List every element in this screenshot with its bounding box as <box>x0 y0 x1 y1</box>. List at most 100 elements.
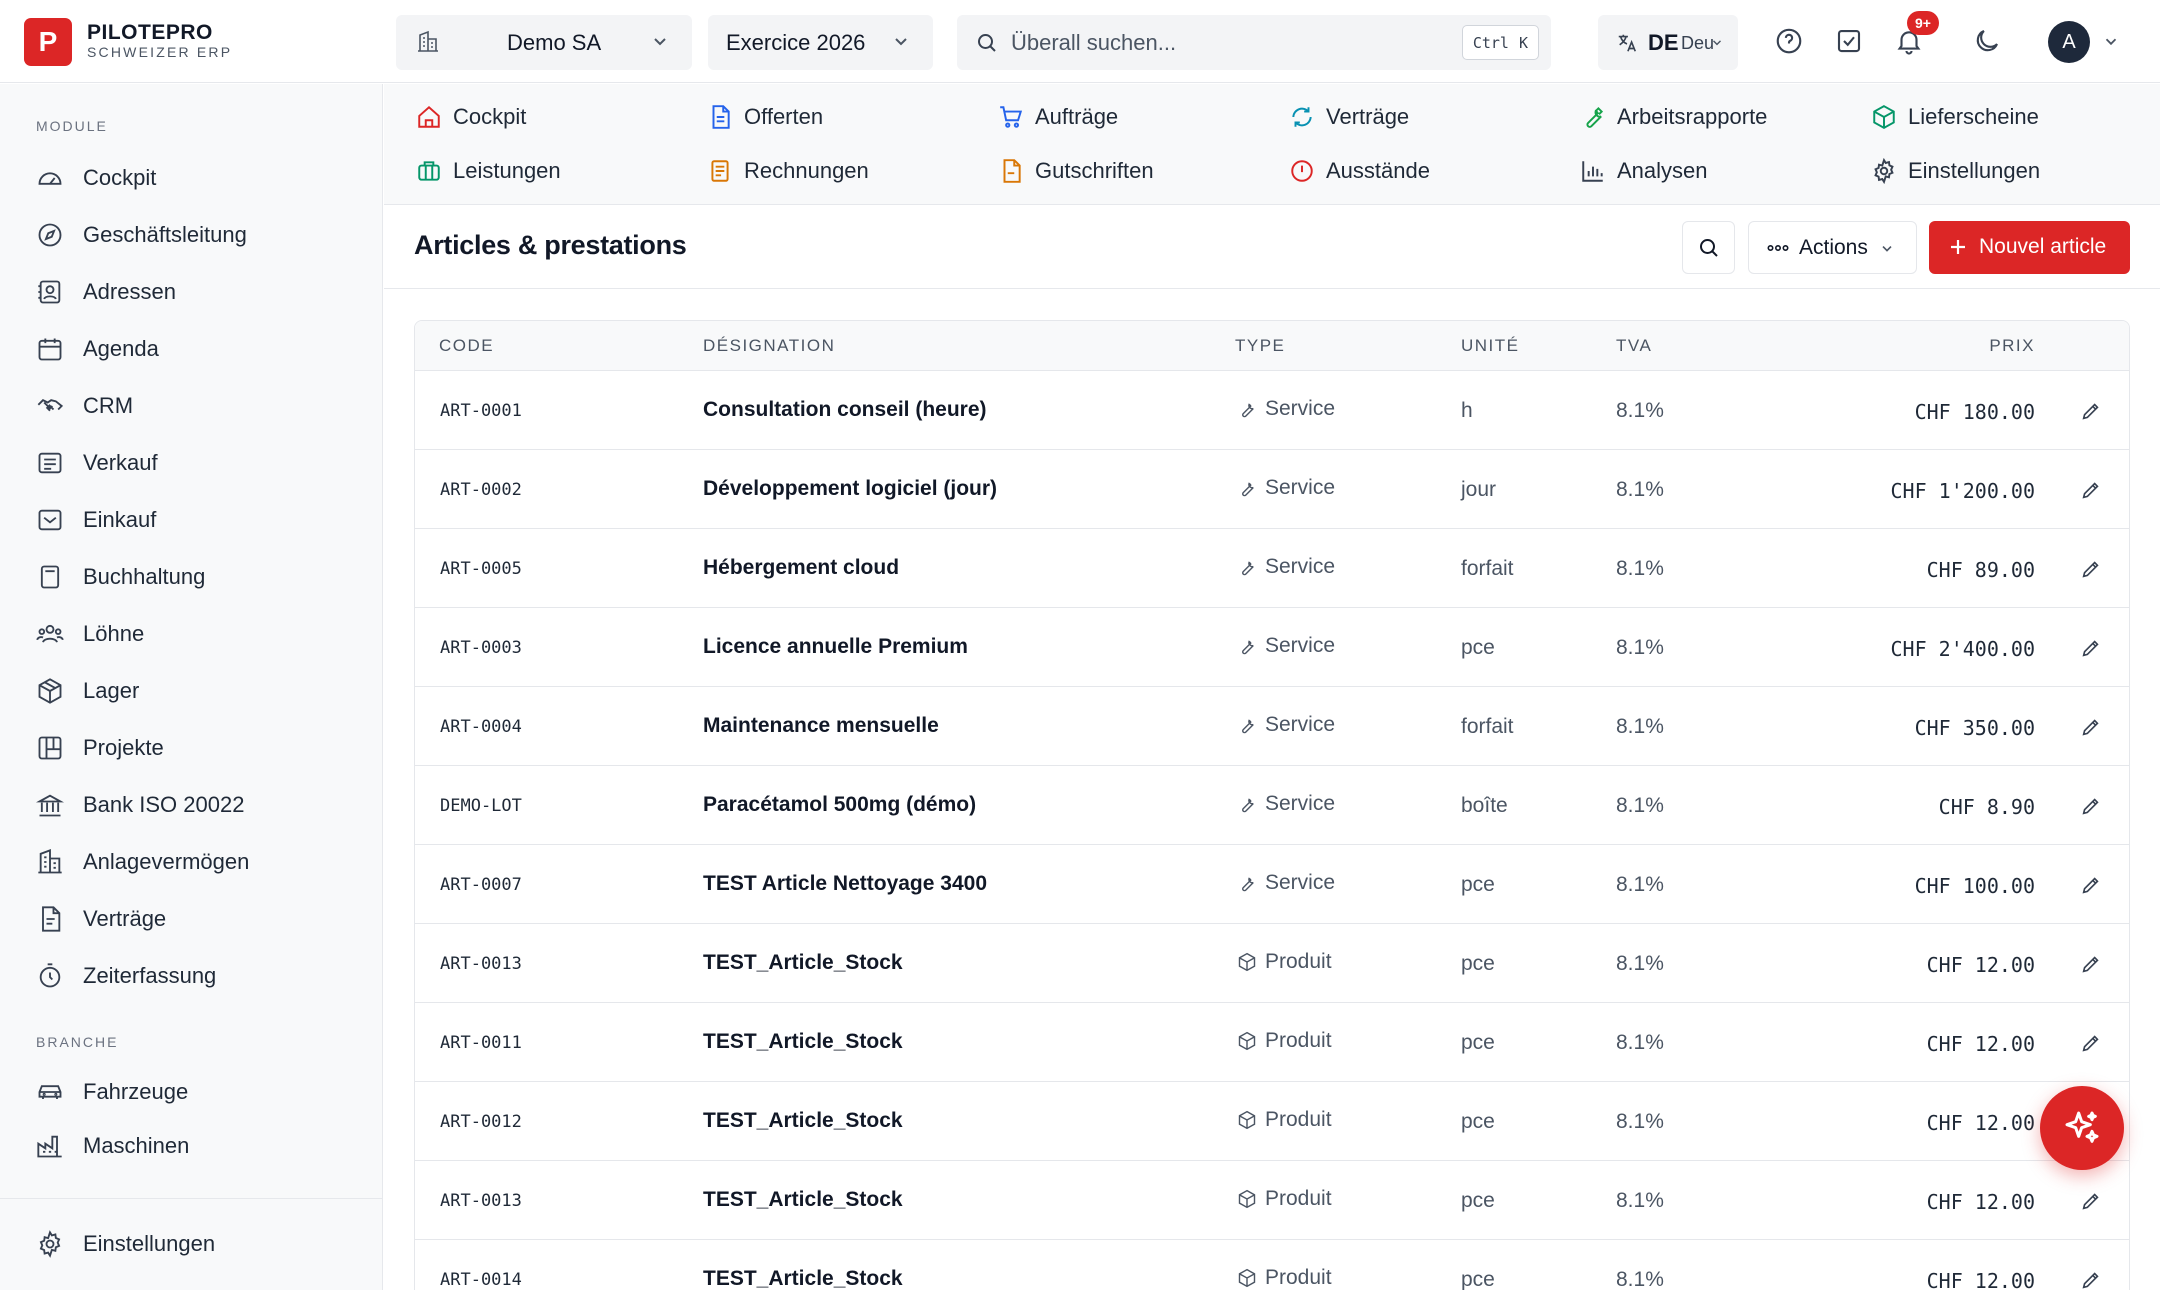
sidebar-item-adressen[interactable]: Adressen <box>0 266 382 318</box>
sidebar-item-projekte[interactable]: Projekte <box>0 722 382 774</box>
sidebar-item-vertraege[interactable]: Verträge <box>0 893 382 945</box>
actions-button[interactable]: Actions <box>1748 221 1917 274</box>
language-selector[interactable]: DE Deutsch <box>1598 15 1738 70</box>
article-tva: 8.1% <box>1616 1110 1664 1133</box>
column-header-unit[interactable]: UNITÉ <box>1461 336 1520 355</box>
pencil-icon[interactable] <box>2080 874 2102 896</box>
pencil-icon[interactable] <box>2080 953 2102 975</box>
handshake-icon <box>37 399 64 412</box>
sidebar-item-label: Geschäftsleitung <box>83 222 247 247</box>
sidebar-item-geschaeftsleitung[interactable]: Geschäftsleitung <box>0 209 382 261</box>
pencil-icon[interactable] <box>2080 716 2102 738</box>
table-row[interactable]: ART-0012 TEST_Article_Stock Produit pce 8.1%… <box>415 1082 2129 1161</box>
sidebar-item-label: Buchhaltung <box>83 564 206 589</box>
article-tva: 8.1% <box>1616 399 1664 422</box>
module-label: Einstellungen <box>1908 158 2041 183</box>
sidebar-item-loehne[interactable]: Löhne <box>0 608 382 660</box>
moon-icon[interactable] <box>1972 26 2002 56</box>
sidebar-item-buchhaltung[interactable]: Buchhaltung <box>0 551 382 603</box>
sidebar-item-anlagevermoegen[interactable]: Anlagevermögen <box>0 836 382 888</box>
module-arbeitsrapporte[interactable]: Arbeitsrapporte <box>1580 97 1767 137</box>
help-icon[interactable] <box>1774 26 1804 56</box>
table-row[interactable]: ART-0013 TEST_Article_Stock Produit pce 8.1%… <box>415 924 2129 1003</box>
module-rechnungen[interactable]: Rechnungen <box>707 151 869 191</box>
module-cockpit[interactable]: Cockpit <box>416 97 526 137</box>
sidebar-item-cockpit[interactable]: Cockpit <box>0 152 382 204</box>
article-code: ART-0003 <box>440 638 522 658</box>
sidebar-item-agenda[interactable]: Agenda <box>0 323 382 375</box>
sidebar-item-verkauf[interactable]: Verkauf <box>0 437 382 489</box>
module-analysen[interactable]: Analysen <box>1580 151 1708 191</box>
module-vertraege[interactable]: Verträge <box>1289 97 1409 137</box>
chevron-down-icon[interactable] <box>2102 33 2120 51</box>
table-row[interactable]: ART-0011 TEST_Article_Stock Produit pce 8.1%… <box>415 1003 2129 1082</box>
document-icon <box>712 105 730 129</box>
user-avatar[interactable]: A <box>2048 21 2090 63</box>
table-row[interactable]: ART-0014 TEST_Article_Stock Produit pce 8.1%… <box>415 1240 2129 1290</box>
pencil-icon[interactable] <box>2080 1032 2102 1054</box>
module-lieferscheine[interactable]: Lieferscheine <box>1871 97 2039 137</box>
package-icon <box>38 678 62 704</box>
pencil-icon[interactable] <box>2080 1190 2102 1212</box>
new-article-button[interactable]: Nouvel article <box>1929 221 2130 274</box>
sidebar-item-label: Löhne <box>83 621 145 646</box>
sidebar-item-einstellungen[interactable]: Einstellungen <box>0 1218 382 1270</box>
module-einstellungen[interactable]: Einstellungen <box>1871 151 2040 191</box>
article-tva: 8.1% <box>1616 794 1664 817</box>
brand-subtitle: SCHWEIZER ERP <box>87 44 233 60</box>
box-icon <box>1238 1031 1256 1051</box>
search-shortcut: Ctrl K <box>1461 25 1539 60</box>
company-selector[interactable]: Demo SA <box>396 15 692 70</box>
table-row[interactable]: ART-0001 Consultation conseil (heure) Serv… <box>415 371 2129 450</box>
tasks-icon[interactable] <box>1834 26 1864 56</box>
pencil-icon[interactable] <box>2080 400 2102 422</box>
article-price: CHF 350.00 <box>1914 716 2035 740</box>
module-offerten[interactable]: Offerten <box>707 97 823 137</box>
article-designation: Paracétamol 500mg (démo) <box>703 793 977 816</box>
sidebar-item-zeiterfassung[interactable]: Zeiterfassung <box>0 950 382 1002</box>
article-unit: jour <box>1461 478 1497 501</box>
global-search[interactable]: Überall suchen... Ctrl K <box>957 15 1551 70</box>
module-ausstaende[interactable]: Ausstände <box>1289 151 1430 191</box>
fiscal-year-selector[interactable]: Exercice 2026 <box>708 15 933 70</box>
table-search-button[interactable] <box>1682 221 1735 274</box>
module-gutschriften[interactable]: Gutschriften <box>998 151 1154 191</box>
sidebar-item-maschinen[interactable]: Maschinen <box>0 1120 382 1172</box>
column-header-tva[interactable]: TVA <box>1616 336 1653 355</box>
module-auftraege[interactable]: Aufträge <box>998 97 1118 137</box>
column-header-code[interactable]: CODE <box>439 336 495 355</box>
pencil-icon[interactable] <box>2080 795 2102 817</box>
sidebar-item-einkauf[interactable]: Einkauf <box>0 494 382 546</box>
table-row[interactable]: ART-0007 TEST Article Nettoyage 3400 Servi… <box>415 845 2129 924</box>
article-unit: pce <box>1461 1110 1495 1133</box>
article-type: Produit <box>1237 1029 1332 1053</box>
ai-assistant-button[interactable] <box>2040 1086 2124 1170</box>
column-header-type[interactable]: TYPE <box>1235 336 1286 355</box>
sidebar-item-label: Projekte <box>83 735 164 760</box>
search-icon <box>1699 238 1718 257</box>
pencil-icon[interactable] <box>2080 637 2102 659</box>
pencil-icon[interactable] <box>2080 558 2102 580</box>
brand-logo[interactable]: P <box>24 18 72 66</box>
column-header-price[interactable]: PRIX <box>1989 336 2035 355</box>
pencil-icon[interactable] <box>2080 479 2102 501</box>
table-row[interactable]: DEMO-LOT Paracétamol 500mg (démo) Service b… <box>415 766 2129 845</box>
sidebar-item-crm[interactable]: CRM <box>0 380 382 432</box>
module-label: Analysen <box>1617 158 1708 183</box>
table-row[interactable]: ART-0003 Licence annuelle Premium Service p… <box>415 608 2129 687</box>
sidebar-item-fahrzeuge[interactable]: Fahrzeuge <box>0 1066 382 1118</box>
table-row[interactable]: ART-0013 TEST_Article_Stock Produit pce 8.1%… <box>415 1161 2129 1240</box>
table-row[interactable]: ART-0004 Maintenance mensuelle Service forf… <box>415 687 2129 766</box>
sidebar-item-lager[interactable]: Lager <box>0 665 382 717</box>
module-leistungen[interactable]: Leistungen <box>416 151 561 191</box>
module-label: Ausstände <box>1326 158 1430 183</box>
article-type-label: Service <box>1265 634 1336 657</box>
table-row[interactable]: ART-0002 Développement logiciel (jour) Ser… <box>415 450 2129 529</box>
column-header-designation[interactable]: DÉSIGNATION <box>703 336 836 355</box>
pencil-icon[interactable] <box>2080 1269 2102 1290</box>
article-type-label: Service <box>1265 792 1336 815</box>
article-designation: Licence annuelle Premium <box>703 635 968 658</box>
article-unit: h <box>1461 399 1473 422</box>
sidebar-item-bank[interactable]: Bank ISO 20022 <box>0 779 382 831</box>
table-row[interactable]: ART-0005 Hébergement cloud Service forfait 8… <box>415 529 2129 608</box>
